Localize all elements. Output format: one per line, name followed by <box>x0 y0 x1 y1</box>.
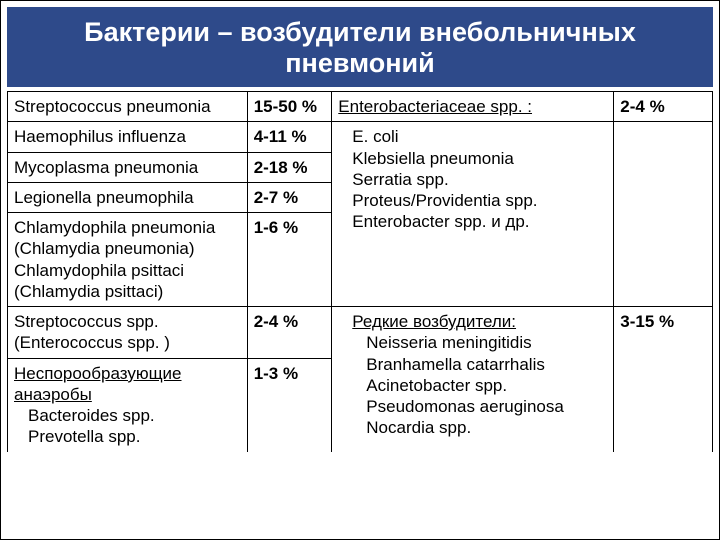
pathogen-name: Streptococcus pneumonia <box>8 92 248 122</box>
empty-cell <box>614 122 713 307</box>
anaerobes-cell: Неспорообразующие анаэробы Bacteroides s… <box>8 358 248 452</box>
pathogen-name-multi: Streptococcus spp. (Enterococcus spp. ) <box>8 307 248 359</box>
pathogen-pct: 4-11 % <box>247 122 332 152</box>
line: Chlamydophila psittaci <box>14 261 184 280</box>
table-row: Haemophilus influenza 4-11 % E. coli Kle… <box>8 122 713 152</box>
content-area: Streptococcus pneumonia 15-50 % Enteroba… <box>1 87 719 452</box>
line: (Chlamydia psittaci) <box>14 282 163 301</box>
list-item: Enterobacter spp. и др. <box>338 211 607 232</box>
group-pct: 2-4 % <box>614 92 713 122</box>
pathogen-name: Haemophilus influenza <box>8 122 248 152</box>
list-item: Branhamella catarrhalis <box>338 354 607 375</box>
pathogen-name: Legionella pneumophila <box>8 182 248 212</box>
pathogen-pct: 2-4 % <box>247 307 332 359</box>
list-item: Serratia spp. <box>338 169 607 190</box>
list-item: Nocardia spp. <box>338 417 607 438</box>
anaerobes-header: Неспорообразующие анаэробы <box>14 364 182 404</box>
pathogen-pct: 2-18 % <box>247 152 332 182</box>
list-item: Pseudomonas aeruginosa <box>338 396 607 417</box>
page-title: Бактерии – возбудители внебольничных пне… <box>27 17 693 79</box>
list-item: E. coli <box>338 126 607 147</box>
group-header-entero: Enterobacteriaceae spp. : <box>332 92 614 122</box>
title-bar: Бактерии – возбудители внебольничных пне… <box>7 7 713 87</box>
pathogen-pct: 1-3 % <box>247 358 332 452</box>
bacteria-table: Streptococcus pneumonia 15-50 % Enteroba… <box>7 91 713 452</box>
list-item: Klebsiella pneumonia <box>338 148 607 169</box>
list-item: Prevotella spp. <box>14 426 241 447</box>
entero-list-cell: E. coli Klebsiella pneumonia Serratia sp… <box>332 122 614 307</box>
table-row: Streptococcus pneumonia 15-50 % Enteroba… <box>8 92 713 122</box>
entero-header: Enterobacteriaceae spp. : <box>338 97 532 116</box>
line: (Chlamydia pneumonia) <box>14 239 194 258</box>
list-item: Bacteroides spp. <box>14 405 241 426</box>
line: Streptococcus spp. <box>14 312 159 331</box>
rare-pct: 3-15 % <box>614 307 713 452</box>
pathogen-pct: 2-7 % <box>247 182 332 212</box>
table-row: Streptococcus spp. (Enterococcus spp. ) … <box>8 307 713 359</box>
rare-header: Редкие возбудители: <box>338 311 607 332</box>
slide: Бактерии – возбудители внебольничных пне… <box>0 0 720 540</box>
rare-list-cell: Редкие возбудители: Neisseria meningitid… <box>332 307 614 452</box>
pathogen-name: Mycoplasma pneumonia <box>8 152 248 182</box>
pathogen-pct: 15-50 % <box>247 92 332 122</box>
pathogen-name-multi: Chlamydophila pneumonia (Chlamydia pneum… <box>8 213 248 307</box>
line: Chlamydophila pneumonia <box>14 218 215 237</box>
list-item: Acinetobacter spp. <box>338 375 607 396</box>
pathogen-pct: 1-6 % <box>247 213 332 307</box>
list-item: Neisseria meningitidis <box>338 332 607 353</box>
list-item: Proteus/Providentia spp. <box>338 190 607 211</box>
line: (Enterococcus spp. ) <box>14 333 170 352</box>
